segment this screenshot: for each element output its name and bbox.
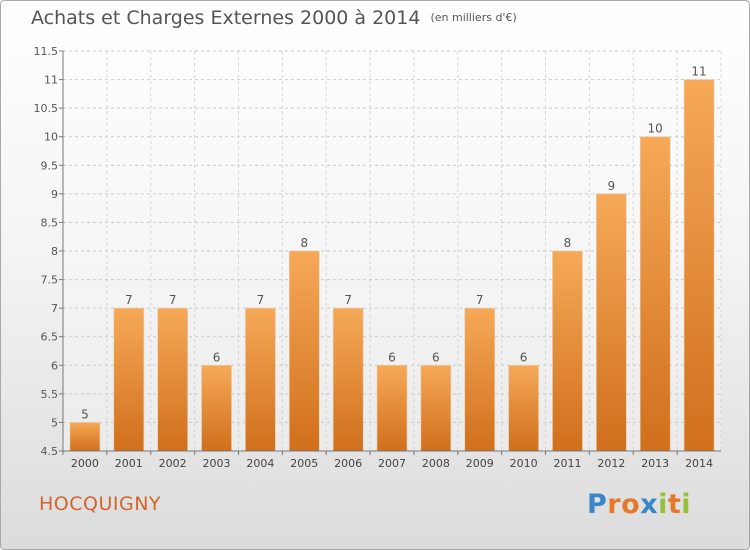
bar-2003 [201,364,232,452]
bar-2012 [596,193,627,452]
y-tick-label: 8 [51,245,58,258]
logo-letter: P [587,489,608,520]
commune-name: HOCQUIGNY [39,493,162,515]
x-tick-label: 2008 [422,457,450,470]
data-label: 7 [344,293,352,307]
data-label: 10 [648,122,663,136]
bar-2002 [157,307,188,452]
x-tick-label: 2000 [71,457,99,470]
proxiti-logo: Proxiti [587,489,691,520]
y-tick-label: 9 [51,188,58,201]
x-tick-label: 2001 [115,457,143,470]
bar-2004 [245,307,276,452]
y-tick-label: 6 [51,359,58,372]
x-tick-label: 2013 [641,457,669,470]
data-label: 7 [169,293,177,307]
x-tick-label: 2004 [246,457,274,470]
y-axis: 4.5 5 5.5 6 6.5 7 7.5 8 8.5 9 9.5 10 10.5 11 11.5 [34,45,64,458]
data-label: 9 [608,179,616,193]
y-tick-label: 4.5 [41,445,59,458]
x-tick-label: 2005 [290,457,318,470]
y-tick-label: 6.5 [41,331,59,344]
y-tick-label: 8.5 [41,216,59,229]
x-tick-label: 2007 [378,457,406,470]
bar-2014 [683,79,715,452]
y-tick-label: 10 [44,131,58,144]
bar-2007 [376,364,408,452]
x-tick-label: 2014 [685,457,713,470]
x-tick-label: 2010 [510,457,538,470]
x-tick-label: 2003 [203,457,231,470]
y-tick-label: 7 [51,302,58,315]
data-label: 6 [432,350,440,364]
bar-2005 [288,250,320,452]
logo-letter: i [658,489,668,520]
bar-2008 [420,364,452,452]
bar-2009 [464,307,496,452]
data-label: 7 [125,293,133,307]
bar-2010 [508,364,539,452]
bar-2013 [639,136,671,452]
y-tick-label: 9.5 [41,159,59,172]
data-label: 6 [213,350,221,364]
y-tick-label: 5.5 [41,388,59,401]
x-tick-label: 2002 [159,457,187,470]
x-tick-label: 2011 [553,457,581,470]
data-label: 6 [520,350,528,364]
data-label: 8 [564,236,572,250]
logo-letter: r [607,489,622,520]
bar-2006 [332,307,364,452]
x-axis: 2000 2001 2002 2003 2004 2005 2006 2007 2008 2009… [62,450,721,470]
data-label: 7 [257,293,265,307]
x-tick-label: 2006 [334,457,362,470]
bar-2000 [69,422,101,452]
data-label: 7 [476,293,484,307]
y-tick-label: 10.5 [34,102,59,115]
bar-2001 [113,307,145,452]
y-tick-label: 7.5 [41,274,59,287]
logo-letter: t [667,489,682,520]
logo-letter: x [640,489,659,520]
data-label: 6 [388,350,396,364]
chart-unit-label: (en milliers d'€) [430,11,517,24]
bar-2011 [552,250,583,452]
x-tick-label: 2009 [466,457,494,470]
y-tick-label: 11.5 [34,45,59,58]
data-label: 8 [300,236,308,250]
x-tick-label: 2012 [597,457,625,470]
logo-letter: i [681,489,692,520]
y-tick-label: 11 [44,74,58,87]
data-label: 11 [691,65,706,79]
data-label: 5 [81,407,89,421]
chart-title: Achats et Charges Externes 2000 à 2014 (e… [31,7,517,29]
logo-letter: o [621,489,641,520]
chart-title-text: Achats et Charges Externes 2000 à 2014 [31,7,421,29]
y-tick-label: 5 [51,416,58,429]
bars: 5 7 7 6 7 8 7 6 6 7 6 8 9 10 11 [69,65,715,452]
